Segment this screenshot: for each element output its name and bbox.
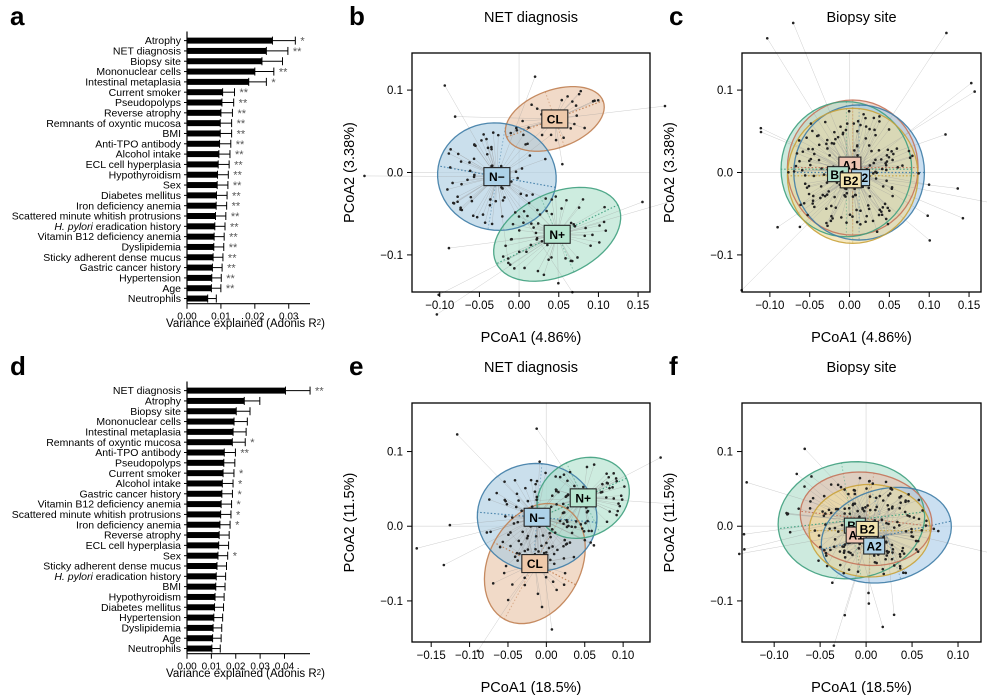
svg-text:PCoA2 (3.38%): PCoA2 (3.38%) bbox=[342, 122, 358, 223]
svg-text:0.0: 0.0 bbox=[717, 521, 733, 533]
svg-text:0.10: 0.10 bbox=[918, 300, 940, 312]
svg-text:−0.1: −0.1 bbox=[380, 596, 403, 608]
svg-text:Biopsy site: Biopsy site bbox=[826, 360, 896, 376]
svg-text:Remnants of oxyntic mucosa: Remnants of oxyntic mucosa bbox=[46, 118, 181, 130]
svg-text:0.10: 0.10 bbox=[947, 650, 969, 662]
svg-text:*: * bbox=[271, 77, 276, 89]
svg-text:−0.15: −0.15 bbox=[417, 650, 446, 662]
svg-text:0.05: 0.05 bbox=[878, 300, 900, 312]
svg-text:B2: B2 bbox=[843, 174, 859, 188]
svg-text:−0.1: −0.1 bbox=[710, 250, 733, 262]
svg-text:NET diagnosis: NET diagnosis bbox=[484, 360, 578, 376]
svg-text:*: * bbox=[235, 520, 240, 532]
svg-text:−0.05: −0.05 bbox=[806, 650, 835, 662]
svg-text:N+: N+ bbox=[575, 491, 591, 505]
svg-text:B2: B2 bbox=[860, 523, 876, 537]
svg-text:N−: N− bbox=[489, 170, 505, 184]
svg-text:Neutrophils: Neutrophils bbox=[128, 643, 181, 655]
svg-text:−0.05: −0.05 bbox=[795, 300, 824, 312]
svg-text:NET diagnosis: NET diagnosis bbox=[484, 10, 578, 26]
svg-text:0.1: 0.1 bbox=[387, 447, 403, 459]
svg-text:CL: CL bbox=[547, 113, 563, 127]
svg-text:PCoA2 (11.5%): PCoA2 (11.5%) bbox=[342, 473, 358, 573]
svg-text:−0.10: −0.10 bbox=[760, 650, 789, 662]
svg-text:−0.10: −0.10 bbox=[425, 300, 454, 312]
svg-text:0.05: 0.05 bbox=[901, 650, 923, 662]
svg-text:0.1: 0.1 bbox=[717, 447, 733, 459]
svg-text:*: * bbox=[233, 551, 238, 563]
svg-text:0.0: 0.0 bbox=[717, 168, 733, 180]
svg-text:0.00: 0.00 bbox=[535, 650, 557, 662]
svg-text:0.05: 0.05 bbox=[574, 650, 596, 662]
svg-text:Biopsy site: Biopsy site bbox=[826, 10, 896, 26]
svg-text:−0.1: −0.1 bbox=[380, 250, 403, 262]
svg-text:0.0: 0.0 bbox=[387, 521, 403, 533]
svg-text:−0.05: −0.05 bbox=[493, 650, 522, 662]
svg-text:0.1: 0.1 bbox=[387, 85, 403, 97]
svg-text:0.00: 0.00 bbox=[508, 300, 530, 312]
svg-text:N+: N+ bbox=[549, 228, 565, 242]
svg-text:0.15: 0.15 bbox=[958, 300, 980, 312]
svg-text:**: ** bbox=[279, 67, 288, 79]
svg-text:−0.10: −0.10 bbox=[755, 300, 784, 312]
svg-text:PCoA2 (3.38%): PCoA2 (3.38%) bbox=[662, 122, 678, 223]
svg-text:Variance explained (Adonis R2): Variance explained (Adonis R2) bbox=[166, 668, 325, 680]
svg-text:Neutrophils: Neutrophils bbox=[128, 293, 181, 305]
svg-text:N−: N− bbox=[529, 511, 545, 525]
svg-text:PCoA1 (18.5%): PCoA1 (18.5%) bbox=[481, 680, 582, 696]
svg-text:0.05: 0.05 bbox=[548, 300, 570, 312]
svg-text:**: ** bbox=[315, 386, 324, 398]
svg-text:PCoA1 (18.5%): PCoA1 (18.5%) bbox=[811, 680, 912, 696]
svg-text:−0.10: −0.10 bbox=[455, 650, 484, 662]
svg-text:**: ** bbox=[293, 46, 302, 58]
svg-text:A2: A2 bbox=[867, 540, 883, 554]
svg-text:Variance explained (Adonis R2): Variance explained (Adonis R2) bbox=[166, 318, 325, 330]
svg-text:PCoA1 (4.86%): PCoA1 (4.86%) bbox=[481, 330, 582, 346]
svg-text:*: * bbox=[250, 437, 255, 449]
svg-text:0.15: 0.15 bbox=[627, 300, 649, 312]
svg-text:**: ** bbox=[226, 283, 235, 295]
svg-text:PCoA2 (11.5%): PCoA2 (11.5%) bbox=[662, 473, 678, 573]
svg-text:0.1: 0.1 bbox=[717, 85, 733, 97]
svg-text:CL: CL bbox=[527, 557, 543, 571]
svg-text:0.00: 0.00 bbox=[838, 300, 860, 312]
svg-text:−0.05: −0.05 bbox=[465, 300, 494, 312]
svg-text:0.10: 0.10 bbox=[612, 650, 634, 662]
svg-text:PCoA1 (4.86%): PCoA1 (4.86%) bbox=[811, 330, 912, 346]
svg-text:0.10: 0.10 bbox=[587, 300, 609, 312]
svg-text:0.00: 0.00 bbox=[855, 650, 877, 662]
svg-text:**: ** bbox=[240, 448, 249, 460]
svg-text:0.0: 0.0 bbox=[387, 168, 403, 180]
svg-text:−0.1: −0.1 bbox=[710, 596, 733, 608]
